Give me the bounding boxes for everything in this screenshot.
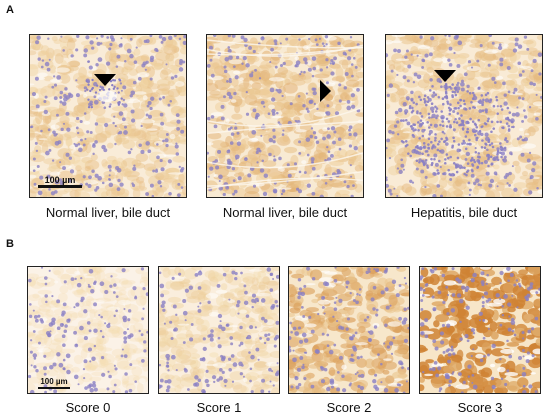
micrograph-score-2 (288, 266, 410, 394)
micrograph-image (28, 267, 148, 393)
micrograph-normal-liver-1 (29, 34, 187, 198)
caption-score-1: Score 1 (196, 400, 242, 415)
panel-b-label: B (6, 238, 14, 250)
caption-normal-liver-1: Normal liver, bile duct (45, 205, 171, 220)
arrowhead-right-icon (320, 80, 331, 102)
micrograph-score-1 (158, 266, 280, 394)
arrowhead-down-icon (94, 74, 116, 86)
micrograph-hepatitis (385, 34, 543, 198)
micrograph-score-0 (27, 266, 149, 394)
scale-bar-label: 100 µm (40, 377, 68, 386)
panel-a-label: A (6, 4, 14, 16)
scale-bar-line (38, 387, 70, 389)
micrograph-image (207, 35, 363, 197)
scale-bar-line (38, 185, 82, 188)
scale-bar: 100 µm (38, 175, 82, 188)
micrograph-image (159, 267, 279, 393)
caption-score-3: Score 3 (457, 400, 503, 415)
scale-bar: 100 µm (38, 377, 70, 389)
micrograph-image (420, 267, 540, 393)
scale-bar-label: 100 µm (44, 175, 76, 185)
caption-hepatitis: Hepatitis, bile duct (410, 205, 518, 220)
micrograph-image (289, 267, 409, 393)
arrowhead-down-icon (434, 70, 456, 82)
caption-score-2: Score 2 (326, 400, 372, 415)
micrograph-image (30, 35, 186, 197)
caption-score-0: Score 0 (65, 400, 111, 415)
micrograph-normal-liver-2 (206, 34, 364, 198)
micrograph-image (386, 35, 542, 197)
micrograph-score-3 (419, 266, 541, 394)
caption-normal-liver-2: Normal liver, bile duct (222, 205, 348, 220)
